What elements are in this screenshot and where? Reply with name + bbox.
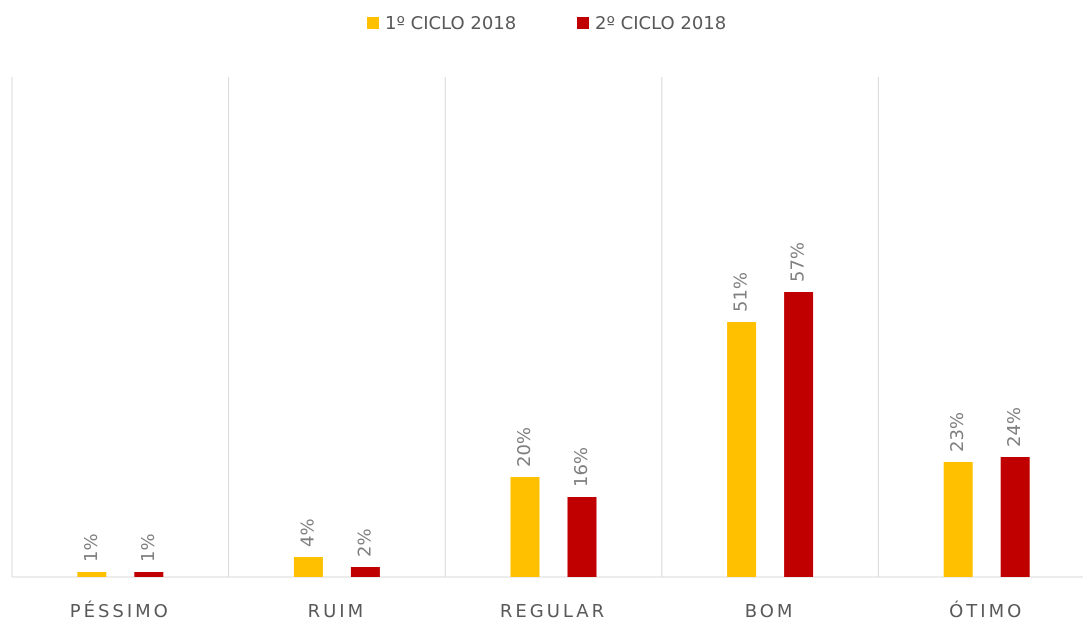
bar xyxy=(784,292,814,577)
bar xyxy=(1000,457,1030,577)
x-tick-label: RUIM xyxy=(308,601,367,622)
data-label: 23% xyxy=(947,412,968,452)
data-label: 57% xyxy=(788,242,809,282)
data-label: 16% xyxy=(571,447,592,487)
bar xyxy=(293,557,323,577)
x-tick-label: ÓTIMO xyxy=(949,600,1024,622)
data-label: 1% xyxy=(138,533,159,562)
legend-label: 1º CICLO 2018 xyxy=(385,13,516,34)
legend-swatch xyxy=(367,17,379,29)
legend-swatch xyxy=(577,17,589,29)
data-label: 1% xyxy=(81,533,102,562)
legend-label: 2º CICLO 2018 xyxy=(595,13,726,34)
bar xyxy=(567,497,597,577)
data-label: 24% xyxy=(1004,407,1025,447)
bar xyxy=(77,572,107,577)
data-label: 20% xyxy=(514,427,535,467)
x-tick-label: BOM xyxy=(745,601,796,622)
data-label: 4% xyxy=(297,518,318,547)
data-label: 51% xyxy=(731,272,752,312)
bar xyxy=(350,567,380,577)
bar xyxy=(510,477,540,577)
bar xyxy=(134,572,164,577)
x-tick-label: PÉSSIMO xyxy=(70,600,171,622)
bar xyxy=(727,322,757,577)
data-label: 2% xyxy=(354,528,375,557)
x-tick-label: REGULAR xyxy=(500,601,607,622)
bar xyxy=(943,462,973,577)
